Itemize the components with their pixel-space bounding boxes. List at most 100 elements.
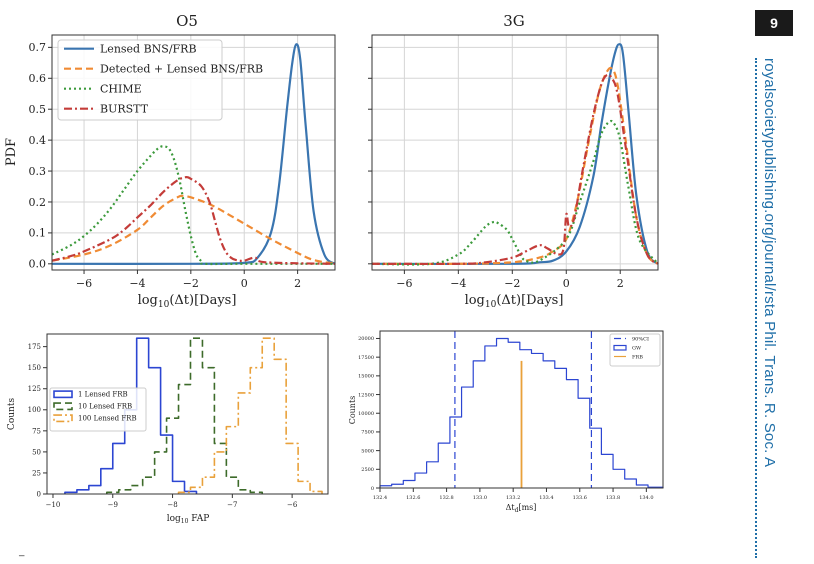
series-chime	[51, 145, 335, 266]
panel-delay-ylabel: Counts	[348, 396, 357, 425]
panel-3g-xlabel: log10(Δt)[Days]	[465, 293, 564, 310]
journal-reference[interactable]: royalsocietypublishing.org/journal/rsta …	[761, 58, 778, 468]
y-tick-label: 0.4	[29, 134, 47, 147]
x-tick-label: −6	[76, 277, 92, 290]
panel-3g-frame	[371, 34, 659, 271]
y-tick-label: 0.1	[29, 227, 47, 240]
x-tick-label: 132.4	[373, 495, 387, 501]
y-tick-label: 5000	[361, 448, 374, 454]
legend-swatch	[53, 414, 73, 423]
legend-label: CHIME	[100, 83, 142, 96]
series-gw	[379, 337, 664, 488]
y-tick-label: 25	[32, 469, 41, 477]
legend-label: 10 Lensed FRB	[78, 402, 132, 410]
series-detected-lensed-bns-frb	[371, 66, 659, 266]
x-tick-label: 133.6	[573, 495, 587, 501]
x-tick-label: 133.0	[473, 495, 487, 501]
y-tick-label: 0.0	[29, 258, 47, 271]
panel-fap-frame	[46, 333, 329, 495]
x-tick-label: −6	[287, 501, 298, 509]
sidebar-dotted-rule	[755, 58, 757, 558]
x-tick-label: 132.8	[439, 495, 453, 501]
legend-swatch	[53, 402, 73, 411]
y-tick-label: 12500	[358, 392, 374, 398]
y-tick-label: 7500	[361, 430, 374, 436]
series-lensed-bns-frb	[51, 43, 336, 265]
legend-label: 100 Lensed FRB	[78, 414, 137, 422]
x-tick-label: 134.0	[639, 495, 653, 501]
y-tick-label: 10000	[358, 411, 374, 417]
legend-label: BURSTT	[100, 103, 149, 116]
panel-o5-ylabel: PDF	[4, 138, 19, 166]
y-tick-label: 20000	[358, 336, 374, 342]
x-tick-label: −4	[129, 277, 145, 290]
legend-label: Detected + Lensed BNS/FRB	[100, 63, 263, 76]
y-tick-label: 2500	[361, 467, 374, 473]
x-tick-label: 133.4	[539, 495, 553, 501]
x-tick-label: 2	[617, 277, 624, 290]
panel-delay-xlabel: Δtd[ms]	[506, 503, 537, 514]
x-tick-label: −2	[183, 277, 199, 290]
panel-delay-histogram: 132.4 132.6 132.8 133.0 133.2 133.4 133.6 133.8…	[348, 330, 664, 514]
panel-fap-xlabel: log10 FAP	[167, 514, 210, 525]
panel-3g-title: 3G	[503, 12, 525, 30]
x-tick-label: −10	[46, 501, 61, 509]
x-tick-label: 0	[241, 277, 248, 290]
footnote-glyph: ⁻	[18, 551, 25, 564]
x-tick-label: 133.8	[606, 495, 620, 501]
x-tick-label: −2	[504, 277, 520, 290]
x-tick-label: 132.6	[406, 495, 420, 501]
y-tick-label: 0	[371, 486, 374, 492]
series-burstt	[371, 73, 659, 266]
y-tick-label: 75	[32, 427, 41, 435]
legend-label: GW	[632, 345, 642, 351]
panel-o5: O5 −6 −4 −2 0 2 0.0 0.1 0.2 0.3 0.4 0.5 0.6 0.7 log…	[4, 12, 336, 310]
x-tick-label: −9	[108, 501, 118, 509]
panel-fap-ylabel: Counts	[7, 398, 17, 431]
x-tick-label: −6	[396, 277, 412, 290]
panel-o5-xlabel: log10(Δt)[Days]	[138, 293, 237, 310]
y-tick-label: 150	[28, 364, 41, 372]
y-tick-label: 0.7	[29, 41, 47, 54]
y-tick-label: 0	[37, 490, 41, 498]
series-10-lensed-frb	[105, 337, 264, 494]
y-tick-label: 125	[28, 385, 41, 393]
series-lensed-bns-frb	[371, 43, 659, 266]
panel-o5-legend: Lensed BNS/FRB Detected + Lensed BNS/FRB C…	[57, 39, 263, 121]
legend-swatch	[613, 344, 627, 351]
y-tick-label: 175	[28, 343, 41, 351]
y-tick-label: 50	[32, 448, 41, 456]
y-tick-label: 0.5	[29, 103, 47, 116]
series-burstt	[51, 176, 336, 265]
legend-label: 1 Lensed FRB	[78, 390, 128, 398]
x-tick-label: 133.2	[506, 495, 520, 501]
panel-3g: 3G −6 −4 −2 0 2 log10(Δt)[Days]	[368, 12, 659, 310]
legend-label: Lensed BNS/FRB	[100, 43, 197, 56]
legend-label: FRB	[632, 354, 643, 360]
y-tick-label: 0.2	[29, 196, 47, 209]
panel-delay-frame	[379, 330, 664, 489]
panel-o5-frame	[51, 34, 336, 271]
x-tick-label: 2	[294, 277, 301, 290]
x-tick-label: −4	[450, 277, 466, 290]
panel-fap-legend: 1 Lensed FRB 10 Lensed FRB 100 Lensed FRB	[49, 387, 147, 432]
y-tick-label: 0.6	[29, 72, 47, 85]
x-tick-label: 0	[563, 277, 570, 290]
series-detected-lensed-bns-frb	[51, 194, 336, 265]
legend-label: 90%CI	[632, 336, 649, 342]
y-tick-label: 100	[28, 406, 41, 414]
series-chime	[371, 119, 659, 266]
y-tick-label: 0.3	[29, 165, 47, 178]
panel-delay-legend: 90%CI GW FRB	[609, 333, 661, 367]
page-number: 9	[755, 10, 793, 36]
journal-sidebar: royalsocietypublishing.org/journal/rsta …	[755, 58, 791, 558]
y-tick-label: 17500	[358, 355, 374, 361]
y-tick-label: 15000	[358, 374, 374, 380]
x-tick-label: −7	[227, 501, 237, 509]
panel-fap-histogram: −10 −9 −8 −7 −6 0 25 50 75 100 125 150 175 log10 FA…	[7, 333, 329, 525]
legend-swatch	[53, 390, 73, 399]
series-100-lensed-frb	[177, 337, 323, 494]
x-tick-label: −8	[167, 501, 177, 509]
panel-o5-title: O5	[176, 12, 198, 30]
